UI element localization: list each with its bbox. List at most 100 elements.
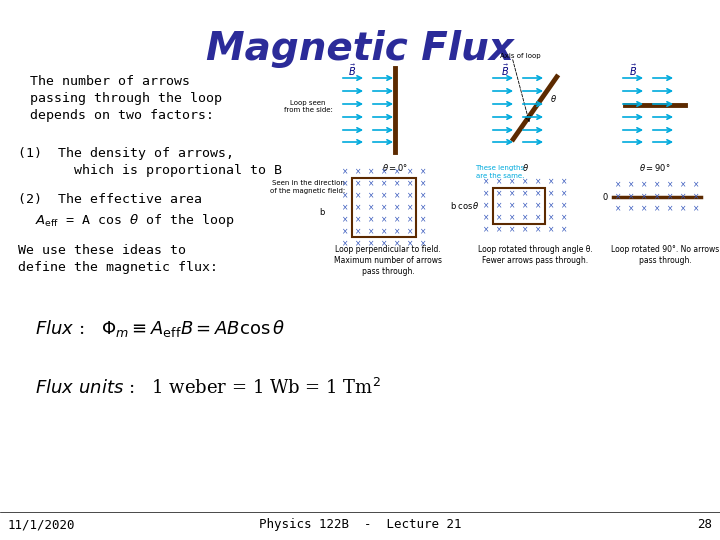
Text: ×: × [483, 226, 489, 234]
Text: ×: × [407, 204, 413, 213]
Text: ×: × [561, 178, 567, 186]
Bar [493, 188, 545, 224]
Text: ×: × [496, 190, 502, 199]
Text: ×: × [483, 201, 489, 211]
Text: ×: × [342, 240, 348, 248]
Text: ×: × [394, 227, 400, 237]
Text: ×: × [368, 204, 374, 213]
Text: ×: × [628, 205, 634, 213]
Text: b: b [319, 208, 325, 217]
Text: 11/1/2020: 11/1/2020 [8, 518, 76, 531]
Text: 28: 28 [697, 518, 712, 531]
Text: ×: × [381, 240, 387, 248]
Text: Physics 122B  -  Lecture 21: Physics 122B - Lecture 21 [258, 518, 462, 531]
Text: ×: × [381, 167, 387, 177]
Text: ×: × [407, 192, 413, 200]
Text: ×: × [483, 178, 489, 186]
Text: b cos$\theta$: b cos$\theta$ [450, 200, 479, 211]
Text: ×: × [548, 201, 554, 211]
Text: $\theta$: $\theta$ [521, 162, 528, 173]
Text: ×: × [654, 205, 660, 213]
Text: ×: × [509, 201, 516, 211]
Text: ×: × [394, 204, 400, 213]
Text: ×: × [496, 213, 502, 222]
Text: ×: × [394, 192, 400, 200]
Text: ×: × [342, 179, 348, 188]
Text: ×: × [615, 180, 621, 190]
Text: ×: × [667, 180, 673, 190]
Text: ×: × [548, 178, 554, 186]
Text: ×: × [420, 192, 426, 200]
Text: Loop perpendicular to field.
Maximum number of arrows
pass through.: Loop perpendicular to field. Maximum num… [334, 245, 442, 276]
Text: Loop rotated 90°. No arrows
pass through.: Loop rotated 90°. No arrows pass through… [611, 245, 719, 265]
Text: ×: × [522, 178, 528, 186]
Text: $\vec{B}$: $\vec{B}$ [348, 63, 356, 78]
Text: ×: × [509, 178, 516, 186]
Text: ×: × [407, 215, 413, 225]
Text: ×: × [615, 205, 621, 213]
Text: ×: × [420, 167, 426, 177]
Text: ×: × [420, 227, 426, 237]
Text: ×: × [535, 178, 541, 186]
Text: ×: × [355, 204, 361, 213]
Text: $\theta = 0°$: $\theta = 0°$ [382, 162, 408, 173]
Text: ×: × [381, 192, 387, 200]
Text: ×: × [509, 226, 516, 234]
Text: ×: × [355, 215, 361, 225]
Text: ×: × [420, 204, 426, 213]
Text: ×: × [342, 215, 348, 225]
Text: Axis of loop: Axis of loop [500, 53, 541, 59]
Text: 0: 0 [603, 192, 608, 201]
Text: ×: × [407, 227, 413, 237]
Text: ×: × [535, 226, 541, 234]
Text: ×: × [561, 226, 567, 234]
Text: ×: × [420, 215, 426, 225]
Text: ×: × [381, 215, 387, 225]
Text: ×: × [496, 226, 502, 234]
Text: ×: × [522, 190, 528, 199]
Text: ×: × [355, 227, 361, 237]
Text: ×: × [522, 213, 528, 222]
Text: ×: × [407, 167, 413, 177]
Text: The number of arrows
passing through the loop
depends on two factors:: The number of arrows passing through the… [30, 75, 222, 122]
Text: ×: × [381, 179, 387, 188]
Text: ×: × [535, 201, 541, 211]
Text: ×: × [483, 213, 489, 222]
Text: ×: × [615, 192, 621, 201]
Text: ×: × [548, 226, 554, 234]
Text: ×: × [368, 179, 374, 188]
Text: ×: × [654, 192, 660, 201]
Text: ×: × [667, 192, 673, 201]
Text: ×: × [381, 227, 387, 237]
Text: ×: × [407, 179, 413, 188]
Text: Loop rotated through angle θ.
Fewer arrows pass through.: Loop rotated through angle θ. Fewer arro… [477, 245, 593, 265]
Text: ×: × [355, 192, 361, 200]
Text: ×: × [680, 205, 686, 213]
Text: Magnetic Flux: Magnetic Flux [206, 30, 514, 68]
Text: ×: × [561, 190, 567, 199]
Text: (1)  The density of arrows,
       which is proportional to B: (1) The density of arrows, which is prop… [18, 147, 282, 177]
Text: ×: × [509, 190, 516, 199]
Text: ×: × [628, 180, 634, 190]
Text: ×: × [561, 201, 567, 211]
Text: ×: × [693, 180, 699, 190]
Text: ×: × [355, 240, 361, 248]
Bar [352, 178, 416, 237]
Text: These lengths
are the same.: These lengths are the same. [475, 165, 525, 179]
Text: ×: × [628, 192, 634, 201]
Text: ×: × [368, 215, 374, 225]
Text: ×: × [561, 213, 567, 222]
Text: $A_\mathrm{eff}$ = A cos $\theta$ of the loop: $A_\mathrm{eff}$ = A cos $\theta$ of the… [35, 212, 234, 229]
Text: ×: × [641, 205, 647, 213]
Text: ×: × [641, 180, 647, 190]
Text: ×: × [667, 205, 673, 213]
Text: ×: × [342, 192, 348, 200]
Text: (2)  The effective area: (2) The effective area [18, 193, 202, 206]
Text: $\theta$: $\theta$ [549, 92, 557, 104]
Text: ×: × [381, 204, 387, 213]
Text: ×: × [548, 213, 554, 222]
Text: ×: × [355, 167, 361, 177]
Text: ×: × [368, 167, 374, 177]
Text: ×: × [342, 204, 348, 213]
Text: ×: × [496, 178, 502, 186]
